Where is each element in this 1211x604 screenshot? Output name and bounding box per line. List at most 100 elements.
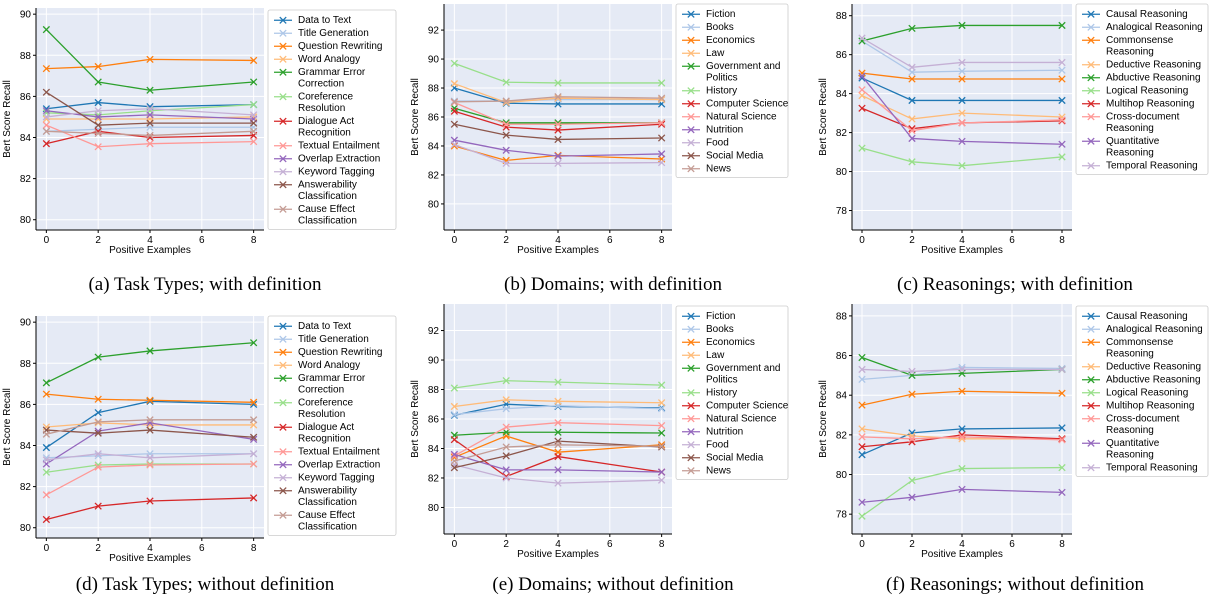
legend-marker [279,399,287,407]
legend-label: Multihop Reasoning [1106,401,1194,412]
data-point [146,105,154,113]
data-point [146,416,154,424]
legend-box [267,9,397,230]
data-point [450,450,459,459]
legend-label: Computer Science [706,401,789,412]
legend-marker [279,322,287,330]
legend-label: Title Generation [298,28,369,39]
y-axis-label: Bert Score Recall [410,380,421,458]
legend-marker [687,389,695,397]
y-tick-label: 84 [836,391,848,402]
legend-label: Dialogue Act [298,422,354,433]
legend-label: Grammar Error [298,373,366,384]
y-tick-label: 88 [20,359,32,370]
series-line [454,422,662,457]
y-tick-label: 86 [20,400,32,411]
data-point [94,353,102,361]
legend-label: Classification [298,216,357,227]
x-tick-label: 2 [909,539,915,550]
data-point [657,119,666,127]
legend-label: Government and [706,363,781,374]
x-tick-label: 2 [95,543,101,554]
data-point [146,461,154,469]
data-point [502,474,510,482]
legend-marker [279,374,287,382]
data-point [42,127,51,135]
legend-marker [687,139,695,147]
legend-marker [279,348,287,356]
data-point [42,379,51,387]
data-point [908,435,916,443]
legend-marker [687,126,695,134]
series-line [454,440,662,469]
series-line [454,139,662,157]
subfigure-caption: (c) Reasonings; with definition [897,274,1133,295]
data-point [1058,488,1066,497]
y-tick-label: 86 [428,113,440,124]
y-tick-label: 82 [428,170,440,181]
legend-marker [687,338,695,346]
legend-label: Reasoning [1106,349,1154,360]
series-line [861,366,1063,380]
legend-marker [687,113,695,121]
legend-label: Quantitative [1106,438,1160,449]
legend-marker [279,16,287,24]
legend-marker [687,402,695,410]
data-point [502,123,510,131]
data-point [502,405,510,413]
legend-label: Dialogue Act [298,116,354,127]
data-point [450,142,459,150]
legend-label: Reasoning [1106,450,1154,461]
series-line [861,24,1062,42]
series-line [861,356,1063,377]
data-point [1058,140,1066,148]
data-point [908,63,916,71]
legend-marker [687,454,695,462]
x-tick-label: 0 [44,543,50,554]
x-axis-label: Positive Examples [109,245,191,256]
data-point [94,78,102,86]
y-tick-label: 82 [20,482,32,493]
data-point [657,399,666,407]
data-point [908,367,916,376]
legend-label: Social Media [706,151,764,162]
series-line [46,422,254,465]
series-line [453,439,662,478]
legend-label: Data to Text [298,15,351,26]
data-point [94,98,102,107]
data-point [554,397,562,405]
legend-marker [687,10,695,18]
data-point [249,127,258,135]
data-point [249,119,258,127]
data-point [858,443,866,451]
series-line [861,466,1063,517]
data-point [249,78,258,86]
x-tick-label: 0 [452,235,458,246]
data-point [958,485,966,494]
data-point [146,419,154,427]
data-point [908,438,916,446]
legend-box [675,305,789,480]
x-tick-label: 0 [452,539,458,550]
series-line [46,393,254,403]
legend-label: Multihop Reasoning [1106,99,1194,110]
data-point [554,441,562,449]
series-line [454,380,662,389]
y-tick-label: 82 [836,430,848,441]
legend-marker [279,168,287,176]
y-tick-label: 80 [428,503,440,514]
legend-label: Answerability [298,180,357,191]
legend-marker [1087,113,1095,121]
series-line [454,431,662,436]
chart-panel: 78 80 82 84 86 88 0 2 4 6 8 Positive Examples Bert S… [818,304,1209,595]
data-point [908,75,916,83]
data-point [502,146,510,154]
data-point [94,395,102,403]
subfigure-caption: (b) Domains; with definition [504,274,722,295]
legend-label: Logical Reasoning [1106,86,1188,97]
legend-marker [1087,464,1095,472]
legend-label: Natural Science [706,414,777,425]
data-point [657,405,666,413]
series-line [46,108,254,118]
